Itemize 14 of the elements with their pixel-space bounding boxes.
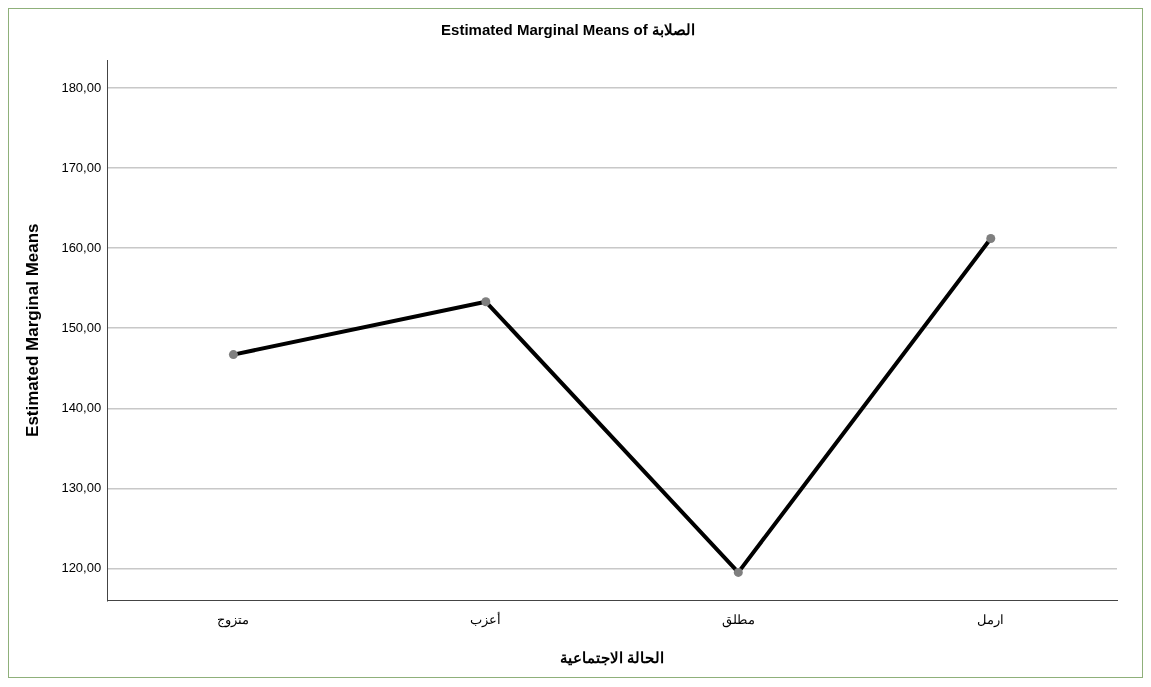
x-tick-label: مطلق	[721, 611, 755, 628]
y-tick-label: 160,00	[61, 239, 102, 255]
y-axis-title: Estimated Marginal Means	[22, 223, 42, 437]
x-tick-label: متزوج	[217, 611, 250, 628]
chart-title: Estimated Marginal Means of الصلابة	[441, 21, 695, 39]
y-tick-label: 170,00	[61, 159, 102, 175]
y-tick-label: 120,00	[61, 559, 102, 575]
y-tick-label: 180,00	[61, 79, 102, 95]
y-tick-label: 130,00	[61, 479, 102, 495]
x-axis-title: الحالة الاجتماعية	[559, 649, 665, 667]
x-tick-label: أعزب	[470, 610, 502, 628]
x-tick-label: ارمل	[977, 611, 1005, 628]
y-tick-label: 150,00	[61, 319, 102, 335]
y-tick-label: 140,00	[61, 399, 102, 415]
